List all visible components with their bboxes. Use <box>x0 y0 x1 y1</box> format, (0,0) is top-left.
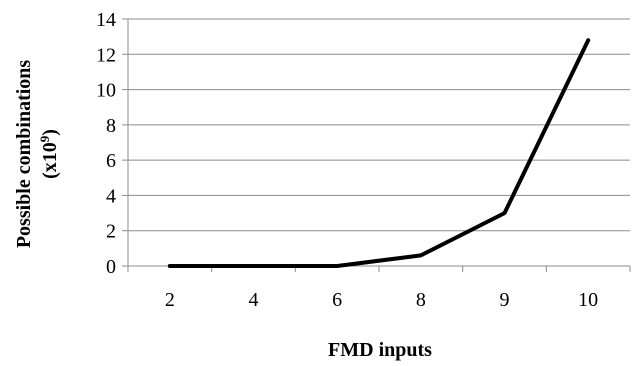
y-tick-label: 12 <box>96 44 116 66</box>
y-axis-ticks: 0 2 4 6 8 10 12 14 <box>96 9 128 278</box>
series-layer <box>167 38 591 268</box>
y-axis-title: Possible combinations (x109) <box>13 60 61 249</box>
y-axis-title-exponent: 9 <box>37 135 52 142</box>
x-tick-label: 9 <box>500 289 510 311</box>
y-axis-title-suffix: ) <box>39 129 61 136</box>
series-line <box>167 38 591 268</box>
gridlines <box>128 18 630 232</box>
y-tick-label: 14 <box>96 9 116 31</box>
x-tick-label: 8 <box>416 289 426 311</box>
x-tick-label: 10 <box>578 289 598 311</box>
y-tick-label: 2 <box>106 221 116 243</box>
axes <box>127 19 630 267</box>
y-tick-label: 6 <box>106 150 116 172</box>
x-tick-label: 6 <box>332 289 342 311</box>
x-axis-ticks: 2 4 6 8 9 10 <box>127 266 631 311</box>
y-tick-label: 8 <box>106 115 116 137</box>
y-axis-title-prefix: (x10 <box>39 142 61 179</box>
x-tick-label: 4 <box>249 289 259 311</box>
y-axis-title-line2: (x109) <box>37 129 62 179</box>
x-tick-label: 2 <box>165 289 175 311</box>
y-tick-label: 4 <box>106 185 116 207</box>
y-tick-label: 10 <box>96 80 116 102</box>
y-axis-title-line1: Possible combinations <box>13 60 35 249</box>
x-axis-title: FMD inputs <box>328 339 432 361</box>
y-tick-label: 0 <box>106 256 116 278</box>
